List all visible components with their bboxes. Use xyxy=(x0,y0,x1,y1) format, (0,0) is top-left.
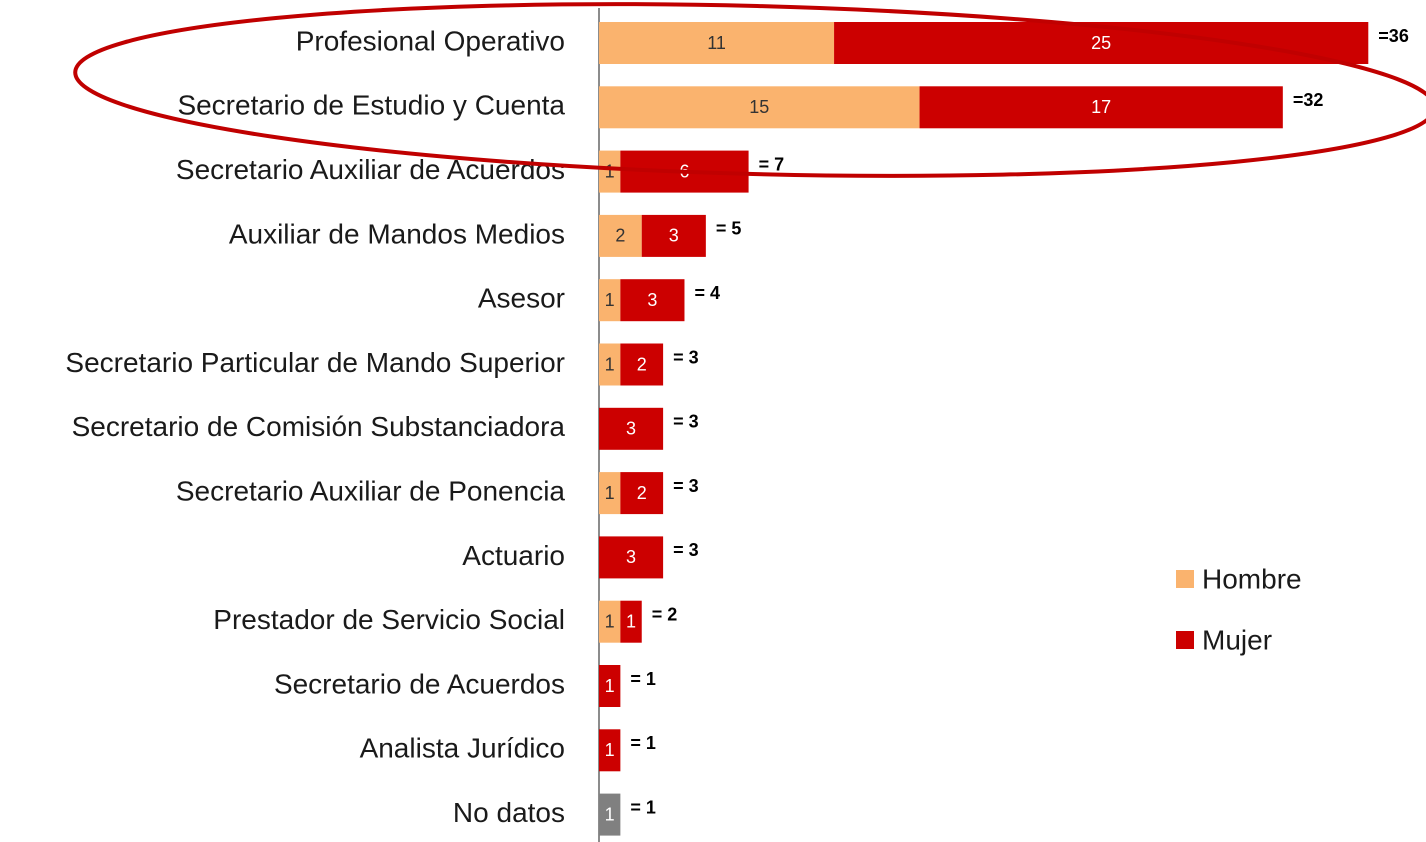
total-label: = 4 xyxy=(694,283,720,303)
bar-segment xyxy=(620,279,685,322)
bar-segment xyxy=(599,665,621,707)
segment-label: 3 xyxy=(626,547,636,567)
segment-label: 15 xyxy=(749,97,769,117)
segment-label: 2 xyxy=(637,354,647,374)
bar-segment xyxy=(599,150,621,193)
bar-segment xyxy=(620,472,664,515)
legend-swatch xyxy=(1176,570,1194,588)
bar-segment xyxy=(599,279,621,322)
total-label: = 3 xyxy=(673,412,699,432)
segment-label: 1 xyxy=(605,290,615,310)
bar-segment xyxy=(599,22,835,64)
category-label: Asesor xyxy=(478,283,565,314)
segment-label: 17 xyxy=(1091,97,1111,117)
segment-label: 1 xyxy=(605,161,615,181)
category-label: Secretario de Comisión Substanciadora xyxy=(72,411,566,442)
segment-label: 1 xyxy=(626,611,636,631)
category-label: Profesional Operativo xyxy=(296,25,565,56)
highlight-ellipse xyxy=(73,2,1426,178)
bar-segment xyxy=(620,343,664,386)
total-label: = 3 xyxy=(673,476,699,496)
segment-label: 1 xyxy=(605,676,615,696)
total-label: = 3 xyxy=(673,540,699,560)
bar-segment xyxy=(599,86,920,129)
legend-swatch xyxy=(1176,631,1194,649)
category-label: Secretario de Acuerdos xyxy=(274,668,565,699)
total-label: = 1 xyxy=(630,733,656,753)
total-label: = 1 xyxy=(630,669,656,689)
bar-segment xyxy=(919,86,1283,129)
bar-segment xyxy=(641,214,706,257)
bar-segment xyxy=(834,22,1369,64)
segment-label: 2 xyxy=(637,483,647,503)
segment-label: 25 xyxy=(1091,33,1111,53)
bar-segment xyxy=(599,407,664,450)
segment-label: 1 xyxy=(605,354,615,374)
bar-segment xyxy=(599,343,621,386)
segment-label: 1 xyxy=(605,611,615,631)
category-label: Secretario de Estudio y Cuenta xyxy=(177,90,565,121)
category-label: Actuario xyxy=(462,540,565,571)
category-label: Auxiliar de Mandos Medios xyxy=(229,218,565,249)
segment-label: 3 xyxy=(626,419,636,439)
bar-segment xyxy=(599,793,621,836)
bar-segment xyxy=(599,536,664,579)
total-label: =36 xyxy=(1378,26,1409,46)
segment-label: 1 xyxy=(605,804,615,824)
bar-segment xyxy=(599,472,621,515)
category-label: Prestador de Servicio Social xyxy=(213,604,565,635)
segment-label: 3 xyxy=(669,226,679,246)
total-label: = 7 xyxy=(759,154,785,174)
total-label: = 3 xyxy=(673,347,699,367)
segment-label: 1 xyxy=(605,740,615,760)
total-label: = 5 xyxy=(716,219,742,239)
bar-segment xyxy=(599,729,621,772)
legend-label: Mujer xyxy=(1202,624,1272,655)
segment-label: 11 xyxy=(707,33,726,53)
bar-segment xyxy=(599,214,642,257)
bar-segment xyxy=(620,600,642,643)
total-label: = 1 xyxy=(630,797,656,817)
total-label: = 2 xyxy=(652,604,678,624)
total-label: =32 xyxy=(1293,90,1324,110)
segment-label: 3 xyxy=(647,290,657,310)
category-label: No datos xyxy=(453,797,565,828)
segment-label: 2 xyxy=(615,226,625,246)
category-label: Analista Jurídico xyxy=(360,733,565,764)
segment-label: 1 xyxy=(605,483,615,503)
category-label: Secretario Particular de Mando Superior xyxy=(65,347,565,378)
legend-label: Hombre xyxy=(1202,563,1302,594)
bar-segment xyxy=(599,600,621,643)
category-label: Secretario Auxiliar de Acuerdos xyxy=(176,154,565,185)
category-label: Secretario Auxiliar de Ponencia xyxy=(176,475,566,506)
